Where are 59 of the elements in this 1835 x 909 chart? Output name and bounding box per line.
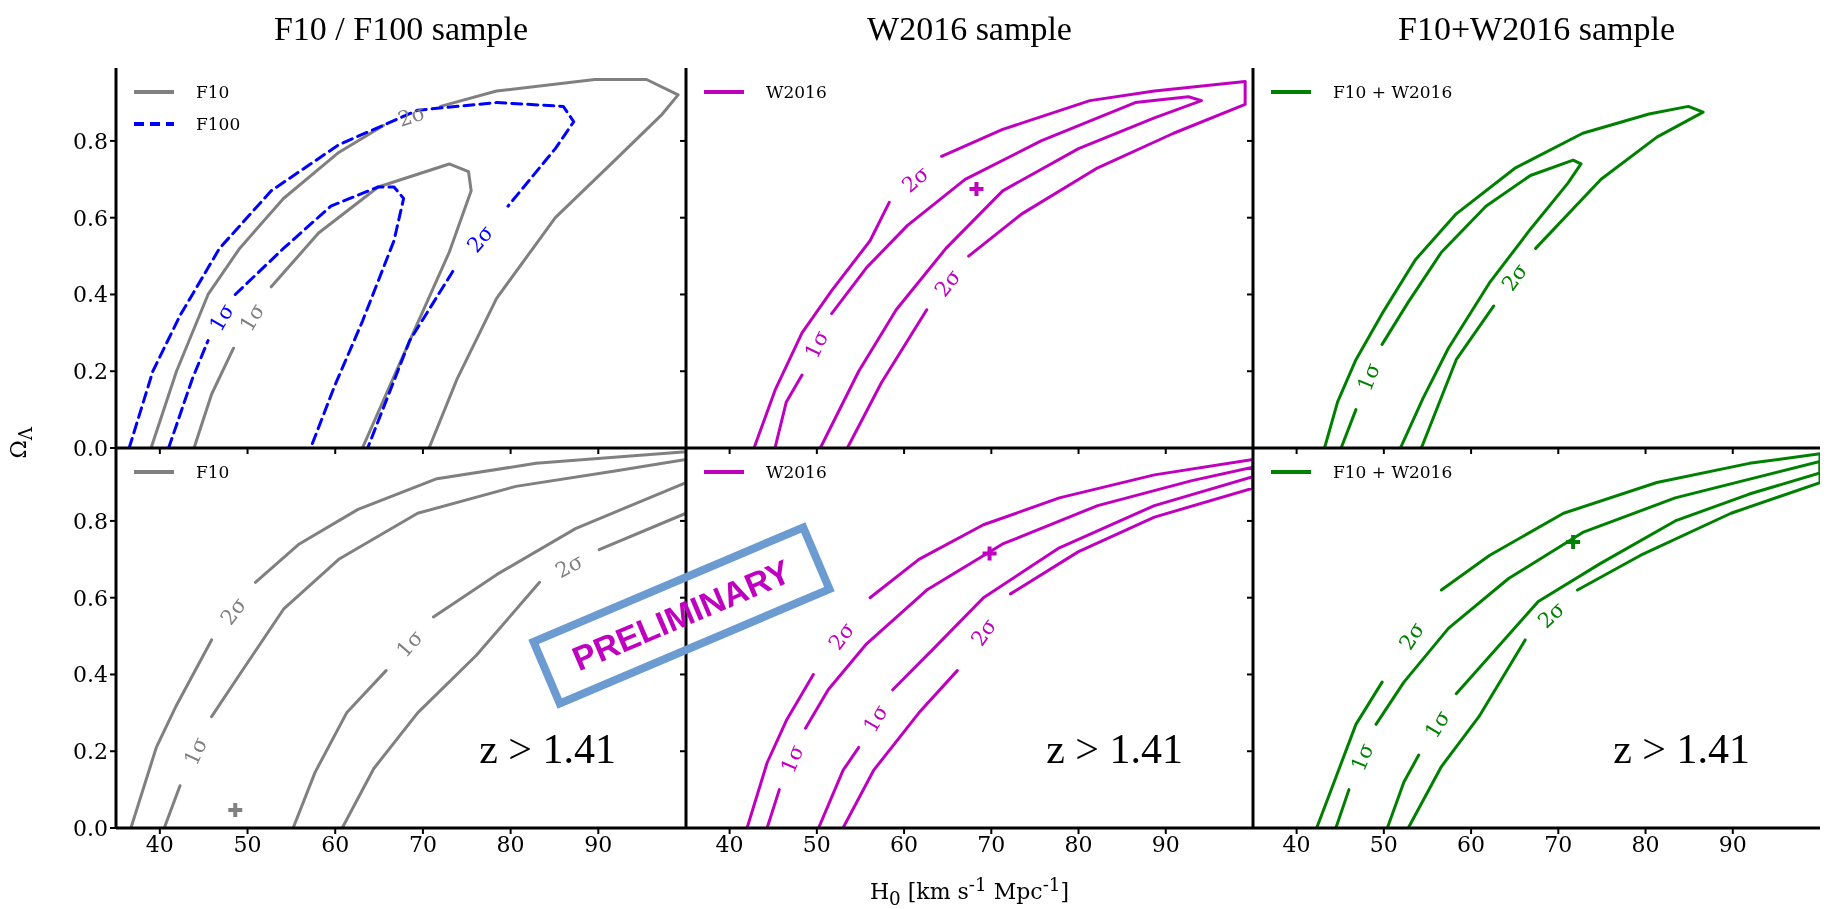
annotation: 2σ [1533,596,1570,634]
x-tick-label: 40 [145,831,174,857]
annotation: 1σ [391,625,428,663]
x-tick-label: 70 [977,831,1006,857]
x-tick-label: 60 [890,831,919,857]
x-axis-title: H$_{0}$ [km s$^{-1}$ Mpc$^{-1}$] [868,874,1071,909]
x-tick-label: 50 [802,831,831,857]
legend-label: F100 [196,114,241,134]
y-tick-label: 0.0 [73,815,108,841]
y-tick-label: 0.8 [73,508,108,534]
annotation: 1σ [775,741,809,777]
annotation: 1σ [1420,706,1455,743]
legend-label: F10 [196,462,230,482]
annotation: 2σ [929,264,966,302]
x-tick-label: 70 [1544,831,1573,857]
x-tick-label: 60 [1457,831,1486,857]
x-tick-label: 80 [1064,831,1093,857]
annotation: 1σ [1352,359,1386,395]
x-tick-label: 70 [408,831,437,857]
annotation: 2σ [215,592,252,630]
annotation: 2σ [1496,258,1533,296]
x-tick-label: 90 [1151,831,1180,857]
x-tick-label: 90 [584,831,613,857]
annotation: 2σ [1394,617,1430,655]
annotation: 2σ [462,220,499,258]
y-tick-label: 0.8 [73,128,108,154]
legend-label: W2016 [766,462,827,482]
annotation: z > 1.41 [479,725,616,773]
x-tick-label: 40 [1282,831,1311,857]
y-tick-label: 0.0 [73,435,108,461]
y-tick-label: 0.2 [73,739,108,765]
chart-title: F10+W2016 sample [1397,10,1676,48]
y-tick-label: 0.4 [73,282,108,308]
x-tick-label: 60 [321,831,350,857]
x-tick-label: 40 [715,831,744,857]
annotation: z > 1.41 [1613,725,1750,773]
y-tick-label: 0.6 [73,585,108,611]
annotation: 2σ [966,614,1002,651]
y-tick-label: 0.6 [73,205,108,231]
chart-title: W2016 sample [866,10,1073,48]
x-tick-label: 90 [1718,831,1747,857]
legend-label: W2016 [766,82,827,102]
chart-title: F10 / F100 sample [272,10,530,48]
annotation: 1σ [179,733,213,769]
x-tick-label: 80 [1631,831,1660,857]
annotation: 1σ [800,326,834,363]
annotation: z > 1.41 [1046,725,1183,773]
legend-label: F10 + W2016 [1333,82,1453,102]
annotation: 2σ [395,100,429,132]
x-tick-label: 50 [233,831,262,857]
annotation: 1σ [1346,739,1379,775]
legend-label: F10 [196,82,230,102]
y-tick-label: 0.4 [73,662,108,688]
y-tick-label: 0.2 [73,359,108,385]
annotation: 2σ [897,161,934,198]
x-tick-label: 50 [1369,831,1398,857]
legend-label: F10 + W2016 [1333,462,1453,482]
x-tick-label: 80 [496,831,525,857]
annotation: 1σ [858,700,894,737]
